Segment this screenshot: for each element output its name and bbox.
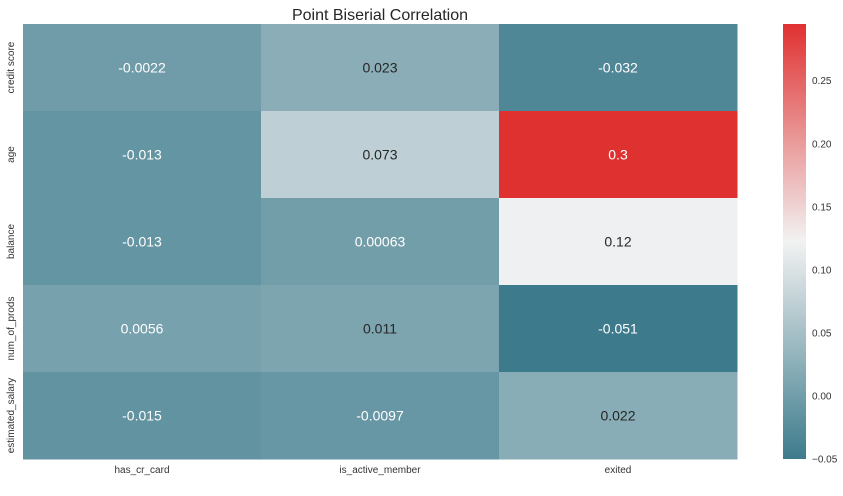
heatmap-cell	[261, 24, 500, 112]
heatmap-cell-label: -0.013	[122, 147, 162, 163]
heatmap-cell	[499, 24, 738, 112]
colorbar-ticks: −0.05 0.00 0.05 0.10 0.15 0.20 0.25	[812, 76, 838, 465]
colorbar	[783, 24, 806, 459]
chart-title: Point Biserial Correlation	[292, 7, 468, 24]
y-axis-ticks: credit score age balance num_of_prodsestima…	[6, 41, 17, 453]
heatmap-cell-label: 0.011	[363, 321, 397, 337]
heatmap-cell-label: 0.0056	[121, 321, 164, 337]
heatmap-cell	[499, 285, 738, 373]
heatmap-cell	[23, 24, 262, 112]
heatmap-cell-label: 0.073	[362, 147, 397, 163]
heatmap-cell-label: 0.00063	[355, 234, 406, 250]
heatmap-cell-label: 0.12	[604, 234, 631, 250]
heatmap-cell-label: -0.051	[598, 321, 638, 337]
heatmap-cell-label: 0.022	[600, 408, 635, 424]
colorbar-tick-label: 0.20	[812, 139, 832, 150]
heatmap-cell-label: -0.0097	[356, 408, 404, 424]
heatmap-cell-label: -0.013	[122, 234, 162, 250]
heatmap-cell	[23, 372, 262, 460]
colorbar-tick-label: 0.05	[812, 328, 832, 339]
colorbar-tick-label: 0.25	[812, 76, 832, 87]
y-tick-label: balance	[6, 224, 17, 259]
colorbar-tick-label: 0.00	[812, 391, 832, 402]
heatmap-cell-label: -0.032	[598, 60, 638, 76]
heatmap-cell	[499, 372, 738, 460]
heatmap-cell	[23, 111, 262, 199]
heatmap-cell-label: -0.015	[122, 408, 162, 424]
colorbar-tick-label: 0.10	[812, 265, 832, 276]
heatmap-cell	[261, 285, 500, 373]
heatmap-cells	[23, 24, 738, 460]
heatmap-cell	[23, 285, 262, 373]
heatmap-cell	[261, 198, 500, 286]
x-axis-ticks: has_cr_card is_active_member exited	[114, 465, 631, 476]
heatmap-cell	[261, 111, 500, 199]
y-tick-label: num_of_prods	[6, 297, 17, 361]
x-tick-label: exited	[605, 465, 632, 476]
y-tick-label: estimated_salary	[6, 378, 17, 454]
colorbar-tick-label: 0.15	[812, 202, 832, 213]
x-tick-label: has_cr_card	[114, 465, 169, 476]
y-tick-label: credit score	[6, 41, 17, 93]
x-tick-label: is_active_member	[339, 465, 421, 476]
heatmap-cell-label: 0.3	[608, 147, 628, 163]
colorbar-tick-label: −0.05	[812, 455, 838, 466]
heatmap-cell	[261, 372, 500, 460]
y-tick-label: age	[6, 146, 17, 163]
heatmap-cell	[23, 198, 262, 286]
heatmap-cell-labels: -0.0022 0.023 -0.032 -0.013 0.073 0.3 -0.013 0.…	[118, 60, 638, 424]
heatmap-cell	[499, 198, 738, 286]
heatmap-cell-label: -0.0022	[118, 60, 166, 76]
heatmap-cell	[499, 111, 738, 199]
heatmap-cell-label: 0.023	[362, 60, 397, 76]
